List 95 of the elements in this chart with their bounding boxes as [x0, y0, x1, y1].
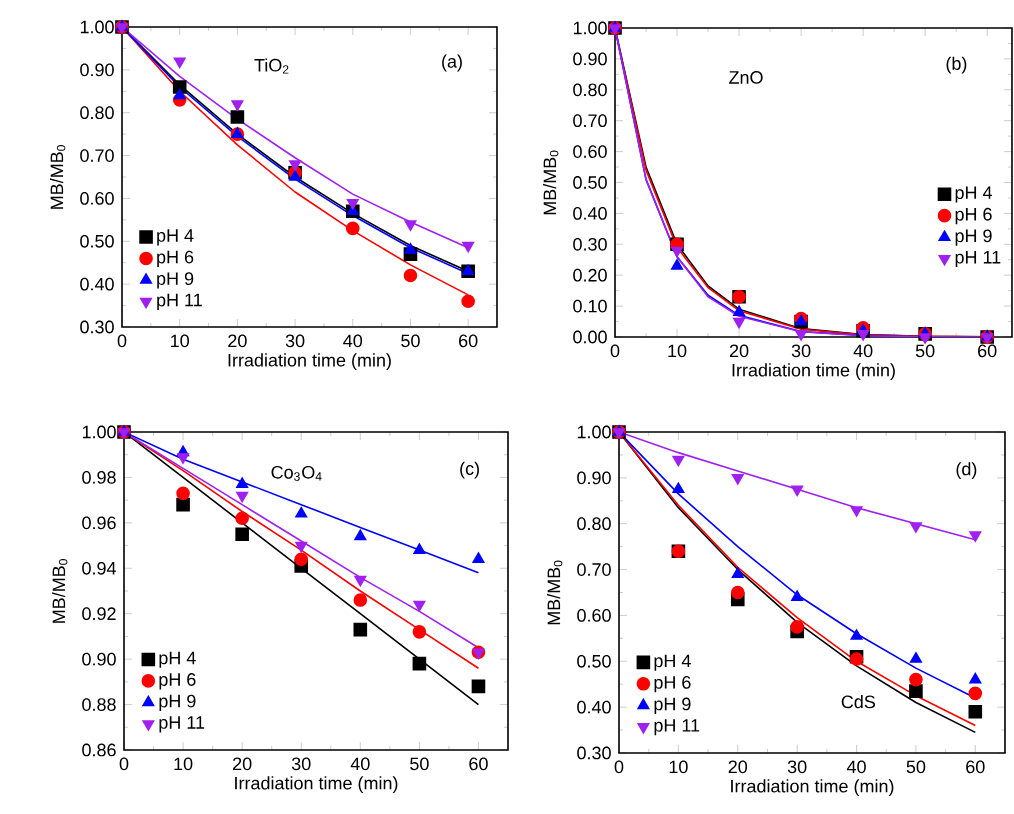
x-tick-label: 50 [915, 344, 935, 358]
y-tick-label: 1.00 [577, 425, 611, 439]
x-tick-label: 20 [729, 344, 749, 358]
x-tick-label: 30 [285, 334, 305, 348]
legend-label: pH 11 [157, 293, 202, 310]
y-tick-label: 1.00 [573, 21, 607, 35]
y-tick-label: 0.30 [577, 746, 611, 760]
y-tick-label: 1.00 [82, 425, 116, 439]
x-axis-title: Irradiation time (min) [228, 353, 391, 371]
y-tick-label: 0.00 [573, 330, 607, 344]
legend-label: pH 9 [955, 229, 992, 246]
y-tick-label: 0.30 [573, 237, 607, 251]
annotation: CdS [841, 695, 876, 709]
y-tick-label: 0.90 [573, 52, 607, 66]
y-tick-label: 0.88 [82, 698, 116, 711]
y-tick-label: 0.96 [82, 516, 116, 530]
legend-label: pH 6 [654, 676, 691, 693]
legend-label: pH 6 [159, 673, 196, 690]
legend-label: pH 6 [955, 207, 992, 225]
legend-label: pH 9 [157, 272, 194, 289]
x-tick-label: 50 [410, 757, 429, 771]
x-tick-label: 0 [614, 760, 624, 774]
y-tick-label: 0.70 [573, 114, 607, 128]
annotation: (a) [442, 54, 462, 72]
x-tick-label: 40 [853, 344, 873, 358]
legend-label: pH 9 [159, 694, 196, 711]
y-tick-label: 0.80 [577, 517, 611, 531]
annotation: Co$_{3}$O$_{4}$ [271, 465, 322, 481]
x-tick-label: 20 [228, 334, 247, 348]
x-tick-label: 40 [343, 334, 363, 348]
y-tick-label: 0.40 [80, 277, 114, 291]
y-tick-label: 0.94 [82, 561, 116, 575]
y-axis-title: MB/MB$_{0}$ [50, 145, 66, 209]
annotation: (b) [946, 56, 967, 74]
x-tick-label: 10 [171, 334, 190, 348]
x-tick-label: 20 [728, 760, 748, 774]
y-tick-label: 0.92 [82, 607, 116, 621]
x-axis-title: Irradiation time (min) [731, 779, 894, 797]
x-tick-label: 30 [791, 344, 811, 358]
y-tick-label: 0.90 [82, 652, 116, 666]
y-tick-label: 0.50 [80, 234, 114, 248]
legend-label: pH 4 [157, 229, 194, 246]
x-tick-label: 60 [469, 757, 488, 771]
y-tick-label: 0.90 [80, 63, 114, 77]
y-tick-label: 0.30 [80, 320, 114, 334]
x-tick-label: 50 [401, 334, 420, 348]
annotation: (d) [956, 462, 977, 479]
x-tick-label: 0 [117, 334, 127, 348]
legend-label: pH 11 [159, 716, 205, 733]
x-tick-label: 40 [846, 760, 866, 774]
y-tick-label: 0.70 [577, 563, 611, 576]
y-axis-title: MB/MB$_{0}$ [543, 150, 559, 215]
y-tick-label: 0.90 [577, 471, 611, 485]
y-tick-label: 0.10 [573, 299, 607, 313]
x-tick-label: 0 [119, 757, 129, 771]
y-tick-label: 0.20 [573, 268, 607, 282]
legend-label: pH 9 [654, 697, 691, 714]
legend-label: pH 4 [955, 186, 992, 203]
legend-label: pH 4 [654, 654, 691, 671]
x-tick-label: 20 [233, 757, 252, 771]
x-tick-label: 60 [978, 344, 997, 358]
x-axis-title: Irradiation time (min) [732, 363, 895, 381]
y-tick-label: 0.80 [573, 83, 607, 97]
x-tick-label: 40 [350, 757, 370, 771]
legend-label: pH 4 [159, 651, 196, 668]
y-tick-label: 0.86 [82, 743, 116, 757]
x-tick-label: 30 [291, 757, 311, 771]
y-tick-label: 0.60 [80, 192, 114, 205]
x-tick-label: 0 [610, 344, 620, 358]
x-tick-label: 50 [906, 760, 926, 774]
y-axis-title: MB/MB$_{0}$ [547, 560, 563, 625]
x-tick-label: 10 [174, 757, 193, 771]
x-tick-label: 10 [668, 344, 687, 358]
annotation: (c) [460, 461, 479, 479]
y-tick-label: 0.40 [573, 207, 607, 220]
y-tick-label: 0.50 [577, 654, 611, 668]
x-tick-label: 10 [669, 760, 688, 774]
y-tick-label: 0.80 [80, 106, 114, 120]
legend-label: pH 11 [955, 251, 1001, 268]
y-tick-label: 0.70 [80, 149, 114, 162]
y-tick-label: 0.60 [573, 145, 607, 158]
legend-label: pH 11 [654, 719, 700, 736]
y-tick-label: 0.40 [577, 700, 611, 714]
y-tick-label: 0.98 [82, 471, 116, 484]
y-axis-title: MB/MB$_{0}$ [52, 559, 68, 623]
annotation: TiO$_{2}$ [254, 58, 289, 74]
annotation: ZnO [729, 71, 763, 84]
y-tick-label: 0.50 [573, 176, 607, 189]
legend-label: pH 6 [157, 250, 194, 267]
x-tick-label: 30 [787, 760, 807, 774]
x-tick-label: 60 [459, 334, 478, 348]
y-tick-label: 0.60 [577, 609, 611, 622]
x-tick-label: 60 [966, 760, 985, 774]
x-axis-title: Irradiation time (min) [235, 776, 398, 794]
y-tick-label: 1.00 [80, 20, 114, 34]
